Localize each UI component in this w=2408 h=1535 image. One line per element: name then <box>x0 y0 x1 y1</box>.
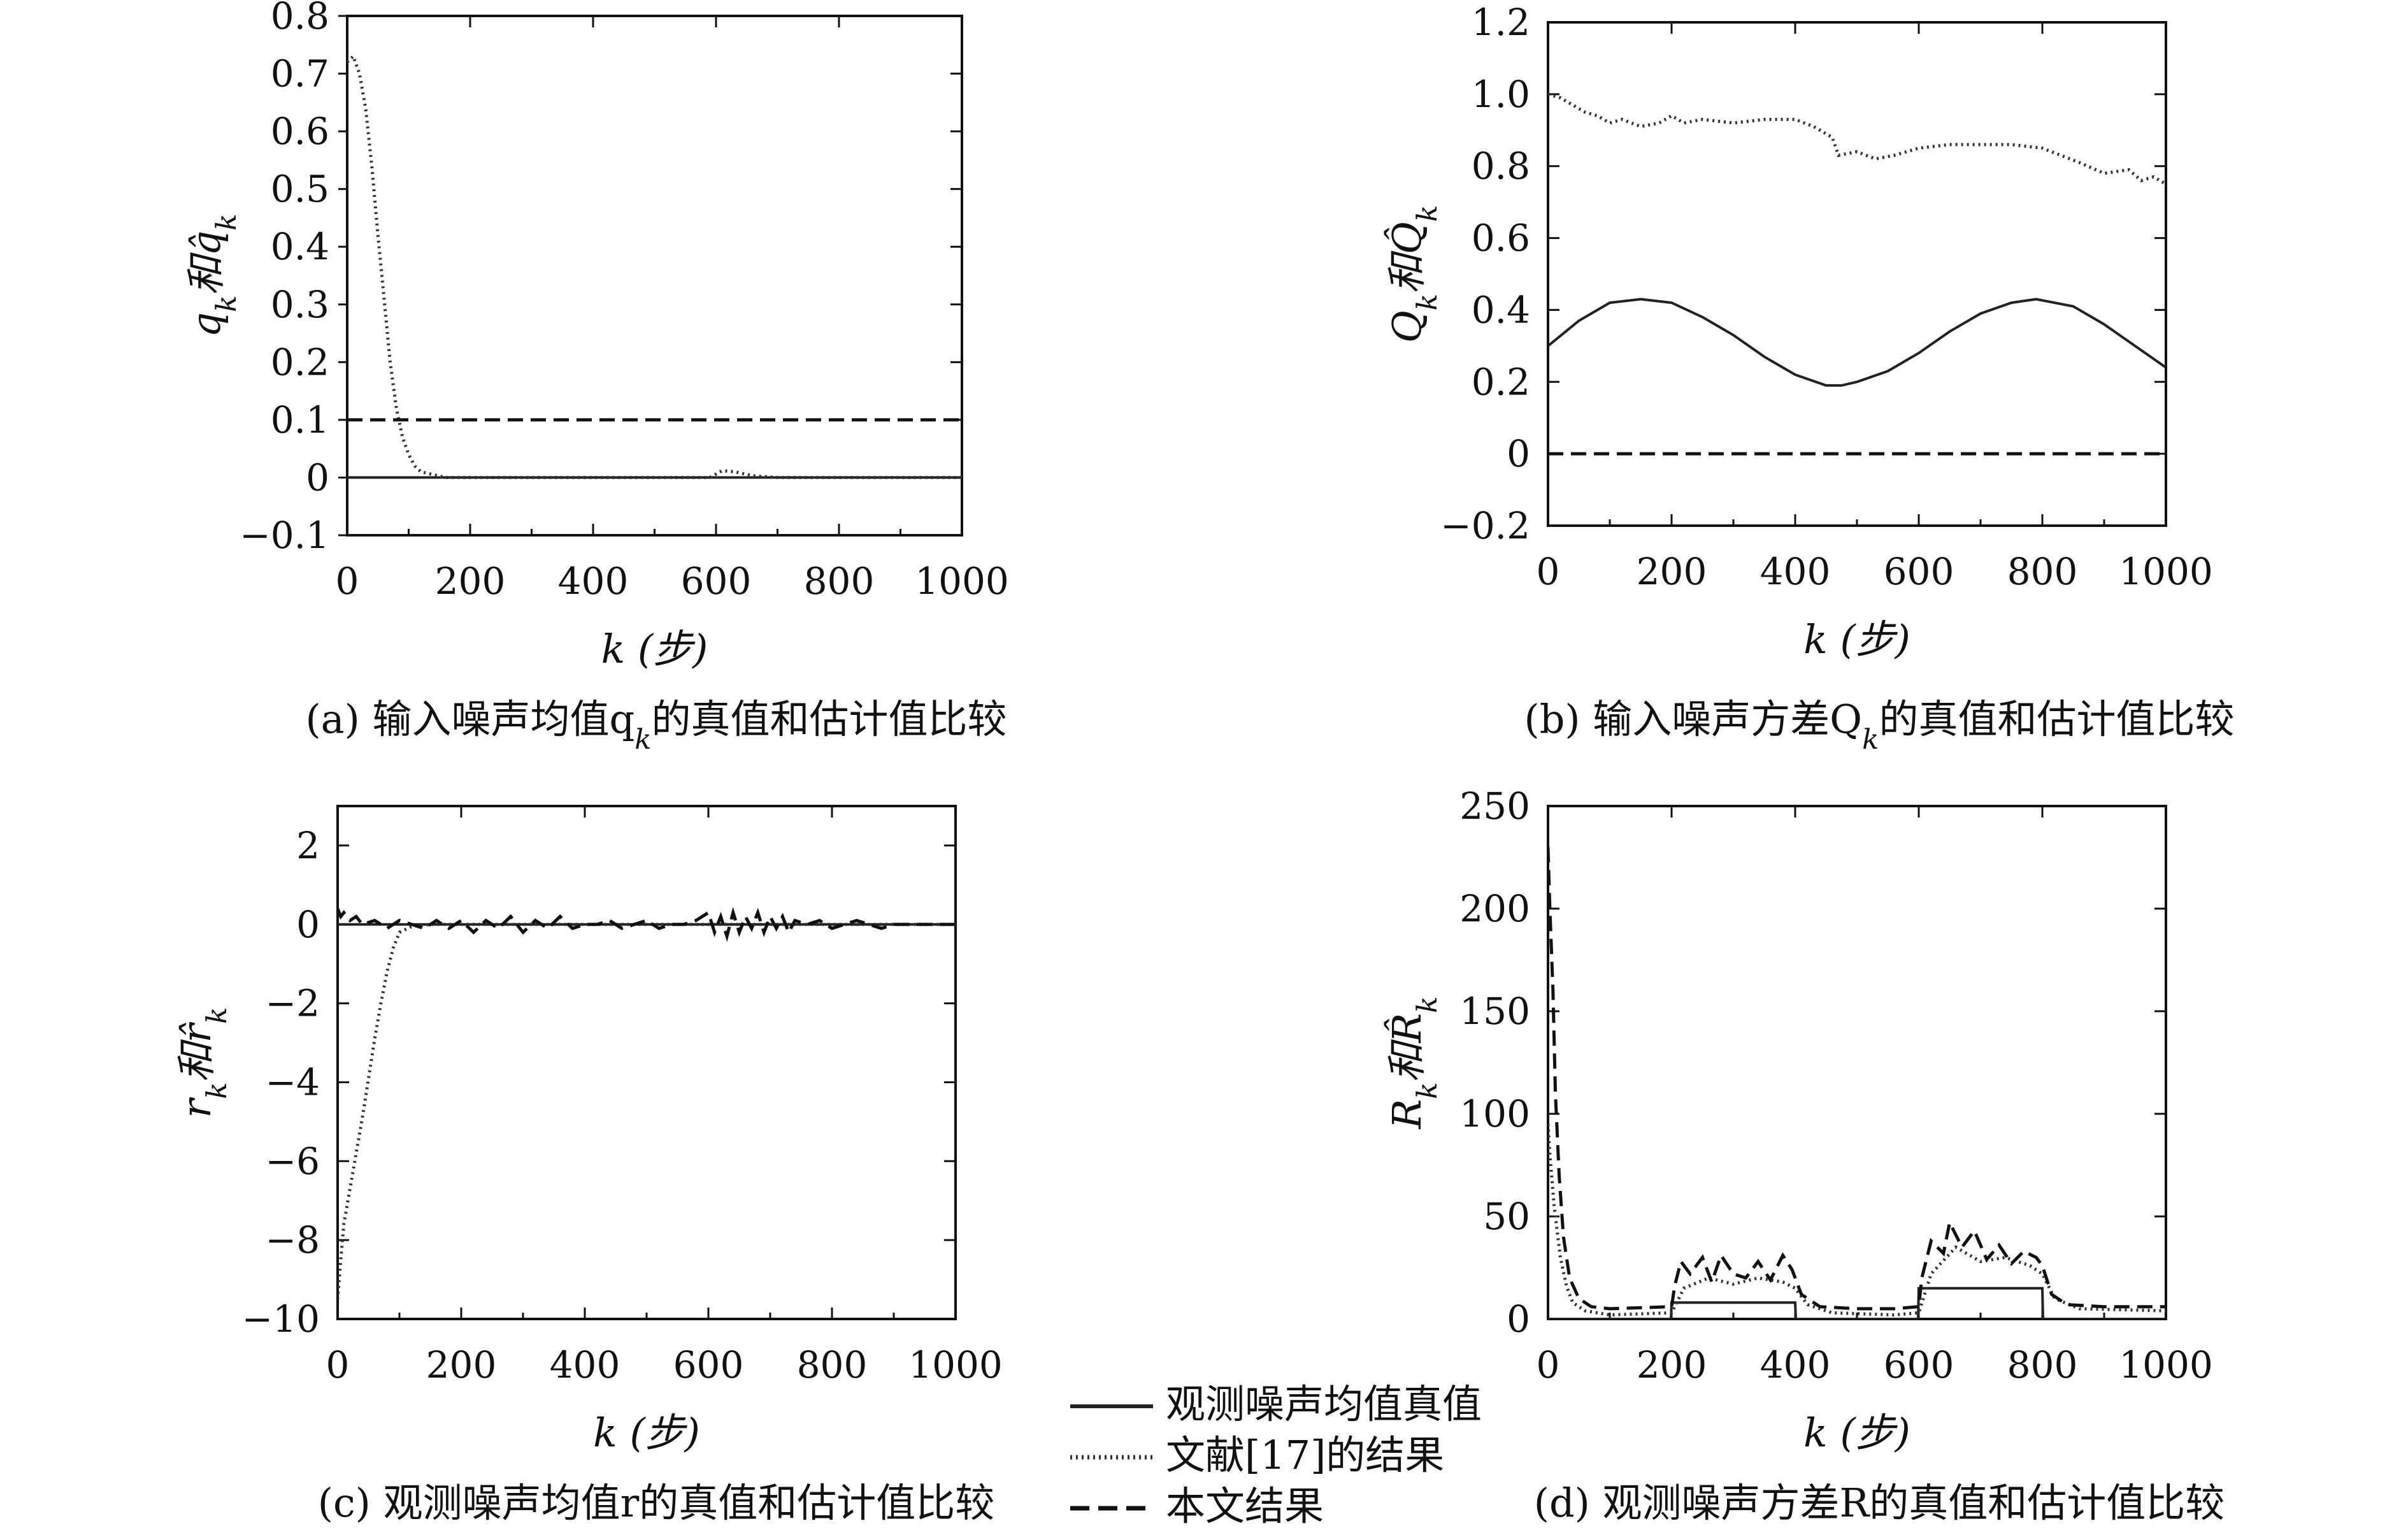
chart-panel-d: 0 200 400 600 800 1000 0 50 100 150 200 250 k (步) Rk和… <box>1384 784 2225 1526</box>
y-tick-label: 0.3 <box>271 283 329 326</box>
y-tick-label: 0.7 <box>271 52 329 96</box>
chart-panel-c: 0 200 400 600 800 1000 −10 −8 −6 −4 −2 0 2 k (步) rk和r̂… <box>173 805 1003 1526</box>
y-tick-label: −0.1 <box>240 514 329 557</box>
series-line-dashed <box>338 907 956 942</box>
y-tick-label: 150 <box>1459 990 1530 1033</box>
chart-panel-a: 0 200 400 600 800 1000−0.100.10.20.30.40.50.6… <box>183 0 1009 756</box>
chart-panel-b: 0 200 400 600 800 1000−0.200.20.40.60.81.01.2… <box>1384 1 2234 756</box>
y-tick-label: 0.2 <box>271 340 329 384</box>
x-axis-label: k (步) <box>593 1409 700 1456</box>
y-tick-label: 0 <box>306 456 329 499</box>
y-tick-label: 200 <box>1459 887 1530 930</box>
y-tick-label: 0.2 <box>1472 360 1530 403</box>
y-tick-label: −4 <box>266 1060 320 1104</box>
series-line-dashed <box>1548 847 2166 1311</box>
series-line-solid <box>1548 298 2166 387</box>
panel-caption: (a) 输入噪声均值qk的真值和估计值比较 <box>305 696 1007 756</box>
panel-caption: (c) 观测噪声均值r的真值和估计值比较 <box>318 1480 994 1526</box>
x-tick-label: 1000 <box>2119 550 2213 593</box>
series-line-dotted <box>1548 92 2166 186</box>
y-tick-label: 1.0 <box>1472 73 1530 116</box>
x-tick-label: 800 <box>804 559 875 603</box>
y-tick-label: −6 <box>266 1139 320 1183</box>
y-axis-label: rk和r̂k <box>173 1007 233 1118</box>
x-tick-label: 600 <box>681 559 752 603</box>
x-axis-label: k (步) <box>1803 1409 1910 1456</box>
x-tick-label: 0 <box>1537 550 1560 593</box>
x-tick-label: 1000 <box>2119 1343 2213 1387</box>
y-axis-label: Qk和Q̂k <box>1384 205 1444 343</box>
y-axis-label: Rk和R̂k <box>1384 997 1444 1130</box>
y-tick-label: 1.2 <box>1472 1 1530 44</box>
x-tick-label: 1000 <box>915 559 1009 603</box>
panel-caption: (d) 观测噪声方差R的真值和估计值比较 <box>1534 1480 2225 1526</box>
legend-label: 文献[17]的结果 <box>1166 1432 1444 1478</box>
plot-frame <box>1547 805 2167 1320</box>
x-tick-label: 400 <box>1760 550 1831 593</box>
x-tick-label: 400 <box>1760 1343 1831 1387</box>
y-tick-label: 0.5 <box>271 168 329 211</box>
y-axis-label: qk和q̂k <box>183 214 243 338</box>
series-line-dotted <box>347 53 962 479</box>
y-tick-label: 0 <box>1507 432 1530 475</box>
y-tick-label: −8 <box>266 1218 320 1262</box>
series-line-solid <box>1548 1286 2166 1319</box>
y-tick-label: −0.2 <box>1440 504 1530 547</box>
x-tick-label: 600 <box>673 1343 744 1387</box>
y-tick-label: 250 <box>1459 784 1530 828</box>
y-tick-label: 100 <box>1459 1092 1530 1135</box>
plot-frame <box>336 805 957 1320</box>
y-tick-label: 50 <box>1483 1195 1530 1238</box>
legend-label: 本文结果 <box>1166 1483 1324 1529</box>
panel-caption: (b) 输入噪声方差Qk的真值和估计值比较 <box>1524 696 2235 756</box>
x-tick-label: 800 <box>797 1343 868 1387</box>
x-tick-label: 600 <box>1884 1343 1954 1387</box>
y-tick-label: −2 <box>266 982 320 1025</box>
x-tick-label: 400 <box>550 1343 620 1387</box>
y-tick-label: 0 <box>296 903 320 946</box>
series-line-dotted <box>1548 1123 2166 1317</box>
x-tick-label: 800 <box>2007 550 2078 593</box>
x-tick-label: 200 <box>435 559 506 603</box>
x-tick-label: 400 <box>558 559 629 603</box>
plot-frame <box>346 15 963 537</box>
x-tick-label: 0 <box>326 1343 350 1387</box>
x-tick-label: 800 <box>2007 1343 2078 1387</box>
series-line-dotted <box>338 923 956 1300</box>
plot-frame <box>1547 21 2167 527</box>
legend-label: 观测噪声均值真值 <box>1166 1381 1482 1427</box>
y-tick-label: 0.4 <box>1472 288 1530 331</box>
y-tick-label: 0.8 <box>1472 145 1530 188</box>
y-tick-label: 0.1 <box>271 398 329 442</box>
x-tick-label: 200 <box>1637 550 1707 593</box>
y-tick-label: 0.6 <box>1472 217 1530 260</box>
y-tick-label: 0.6 <box>271 110 329 153</box>
x-axis-label: k (步) <box>1803 616 1910 663</box>
y-tick-label: 2 <box>296 824 320 867</box>
x-tick-label: 600 <box>1884 550 1954 593</box>
y-tick-label: −10 <box>242 1297 320 1341</box>
y-tick-label: 0.4 <box>271 225 329 268</box>
y-tick-label: 0.8 <box>271 0 329 38</box>
y-tick-label: 0 <box>1507 1297 1530 1341</box>
x-tick-label: 200 <box>426 1343 497 1387</box>
x-tick-label: 200 <box>1637 1343 1707 1387</box>
x-axis-label: k (步) <box>601 626 708 672</box>
x-tick-label: 0 <box>336 559 359 603</box>
x-tick-label: 0 <box>1537 1343 1560 1387</box>
x-tick-label: 1000 <box>908 1343 1003 1387</box>
